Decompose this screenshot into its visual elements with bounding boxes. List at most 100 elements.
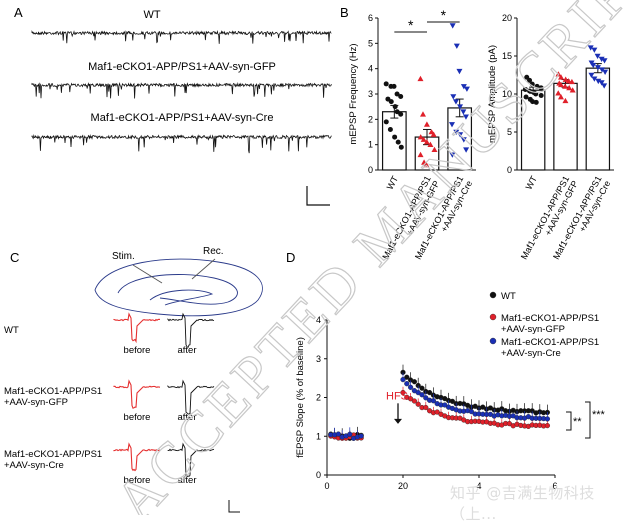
data-point [534, 83, 540, 89]
data-point [558, 74, 565, 80]
legend-label-line: +AAV-syn-Cre [501, 348, 561, 359]
data-point [463, 147, 470, 153]
data-point [601, 83, 608, 89]
trace-after [167, 442, 215, 478]
legend-label-line: Maf1-eCKO1-APP/PS1 [501, 337, 599, 348]
y-tick-label: 5 [507, 127, 512, 137]
before-label: before [124, 345, 151, 356]
data-point [462, 114, 469, 120]
condition-label-line: +AAV-syn-GFP [4, 397, 68, 408]
after-label: after [177, 345, 196, 356]
sig-triple: *** [592, 409, 606, 421]
legend-label: WT [501, 291, 516, 302]
data-point [452, 99, 459, 105]
bar [553, 82, 578, 171]
data-point [594, 53, 601, 59]
data-point [590, 62, 597, 69]
data-point [591, 47, 598, 53]
x-tick-label: 0 [324, 481, 329, 491]
y-tick-label: 0 [316, 470, 321, 480]
data-point [449, 122, 456, 128]
data-point [568, 78, 575, 85]
data-point [394, 91, 400, 97]
rec-label: Rec. [203, 246, 224, 257]
data-point [460, 137, 467, 143]
data-point [419, 385, 425, 391]
y-tick-label: 0 [507, 165, 512, 175]
data-point [557, 81, 564, 88]
data-point [411, 379, 418, 385]
trace-label-cre: Maf1-eCKO1-APP/PS1+AAV-syn-Cre [91, 112, 274, 124]
x-tick-label: 6 [552, 481, 557, 491]
data-point [423, 161, 430, 168]
condition-label-line: Maf1-eCKO1-APP/PS1 [4, 449, 102, 460]
data-point [449, 152, 456, 158]
data-point [522, 86, 528, 92]
trace-after [167, 312, 215, 349]
y-tick-label: 0 [368, 165, 373, 175]
data-point [527, 88, 533, 94]
data-point [460, 109, 467, 115]
before-label: before [124, 412, 151, 423]
legend-marker [489, 291, 497, 299]
data-point [347, 431, 353, 437]
data-point [595, 78, 602, 85]
data-point [453, 43, 460, 49]
trace-after [167, 379, 215, 415]
data-point [427, 389, 433, 396]
trace-before [113, 442, 161, 472]
y-tick-label: 2 [316, 393, 321, 403]
data-point [400, 389, 406, 396]
data-point [456, 68, 463, 75]
x-tick-label: 4 [476, 481, 481, 491]
data-point [408, 396, 414, 402]
panel-letter-d: D [286, 250, 295, 265]
data-point [430, 131, 437, 137]
data-point [457, 132, 464, 138]
y-axis-label: mEPSP Amplitude (pA) [487, 45, 498, 143]
data-point [544, 416, 551, 422]
y-tick-label: 4 [368, 64, 373, 74]
data-point [468, 409, 475, 415]
data-point [598, 80, 605, 86]
significance-label: * [441, 7, 447, 23]
data-point [601, 58, 608, 64]
trace-gfp [31, 82, 332, 99]
data-point [442, 402, 448, 408]
x-tick-label: WT [524, 174, 540, 191]
x-tick-label-line: WT [524, 174, 540, 191]
after-label: after [177, 412, 196, 423]
data-point [419, 392, 425, 398]
data-point [420, 136, 427, 142]
data-point [533, 91, 539, 97]
data-point [395, 139, 401, 145]
data-point [599, 67, 606, 73]
data-point [598, 56, 605, 63]
data-point [430, 398, 437, 404]
legend-label: Maf1-eCKO1-APP/PS1 +AAV-syn-Cre [501, 337, 599, 359]
y-tick-label: 1 [368, 140, 373, 150]
data-point [431, 146, 438, 153]
x-tick-label: WT [385, 174, 401, 191]
legend-label-line: WT [501, 291, 516, 302]
data-point [566, 84, 573, 91]
source-watermark: 知乎 @吉满生物科技（上... [450, 484, 595, 523]
data-point [569, 87, 576, 93]
data-point [398, 144, 404, 150]
data-point [398, 94, 404, 100]
data-point [423, 121, 430, 127]
data-point [404, 374, 410, 380]
y-tick-label: 3 [368, 89, 373, 99]
y-tick-label: 2 [368, 114, 373, 124]
condition-label: WT [4, 325, 19, 336]
sig-double: ** [573, 416, 582, 428]
legend-label-line: Maf1-eCKO1-APP/PS1 [501, 313, 599, 324]
data-point [423, 139, 430, 145]
data-point [398, 111, 404, 117]
y-tick-label: 3 [316, 354, 321, 364]
y-axis-label: mEPSP Frequency (Hz) [348, 43, 359, 144]
data-point [602, 69, 609, 75]
data-point [557, 94, 564, 100]
data-point [544, 423, 551, 429]
